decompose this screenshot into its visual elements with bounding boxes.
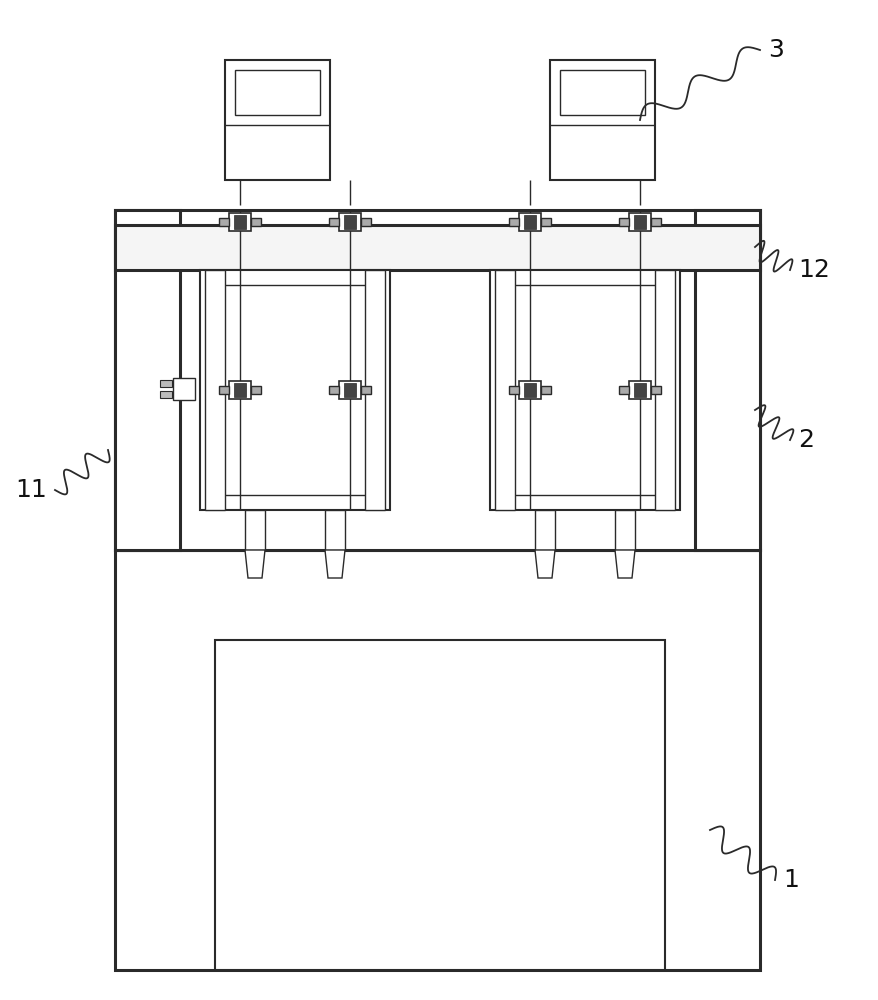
Bar: [654, 270, 674, 510]
Bar: [115, 225, 759, 270]
Text: 12: 12: [797, 258, 829, 282]
Bar: [339, 213, 361, 231]
Bar: [115, 210, 759, 550]
Bar: [229, 381, 251, 399]
Bar: [651, 386, 660, 394]
Bar: [523, 215, 536, 229]
Bar: [234, 215, 246, 229]
Bar: [205, 270, 225, 510]
Bar: [618, 386, 629, 394]
Bar: [629, 381, 651, 399]
Polygon shape: [615, 550, 634, 578]
Bar: [234, 70, 320, 115]
Bar: [629, 213, 651, 231]
Bar: [494, 270, 515, 510]
Bar: [160, 380, 172, 387]
Bar: [220, 285, 370, 495]
Bar: [364, 270, 385, 510]
Bar: [633, 215, 645, 229]
Bar: [219, 218, 229, 226]
Bar: [325, 510, 344, 550]
Bar: [115, 210, 180, 550]
Bar: [361, 218, 371, 226]
Bar: [251, 218, 261, 226]
Bar: [540, 386, 551, 394]
Bar: [200, 270, 390, 510]
Text: 3: 3: [767, 38, 783, 62]
Bar: [229, 213, 251, 231]
Bar: [328, 218, 339, 226]
Text: 2: 2: [797, 428, 813, 452]
Bar: [251, 386, 261, 394]
Bar: [225, 60, 329, 180]
Bar: [328, 386, 339, 394]
Bar: [615, 510, 634, 550]
Bar: [694, 210, 759, 550]
Bar: [115, 550, 759, 970]
Bar: [518, 213, 540, 231]
Text: 1: 1: [782, 868, 798, 892]
Bar: [219, 386, 229, 394]
Bar: [540, 218, 551, 226]
Bar: [509, 285, 659, 495]
Bar: [559, 70, 644, 115]
Bar: [215, 640, 665, 970]
Bar: [234, 383, 246, 397]
Bar: [339, 381, 361, 399]
Bar: [160, 391, 172, 398]
Bar: [523, 383, 536, 397]
Bar: [245, 510, 264, 550]
Bar: [508, 386, 518, 394]
Bar: [361, 386, 371, 394]
Bar: [651, 218, 660, 226]
Polygon shape: [535, 550, 554, 578]
Bar: [489, 270, 680, 510]
Bar: [173, 378, 195, 400]
Bar: [550, 60, 654, 180]
Bar: [343, 383, 356, 397]
Bar: [508, 218, 518, 226]
Bar: [618, 218, 629, 226]
Bar: [343, 215, 356, 229]
Bar: [535, 510, 554, 550]
Polygon shape: [245, 550, 264, 578]
Polygon shape: [325, 550, 344, 578]
Bar: [518, 381, 540, 399]
Bar: [633, 383, 645, 397]
Text: 11: 11: [15, 478, 47, 502]
